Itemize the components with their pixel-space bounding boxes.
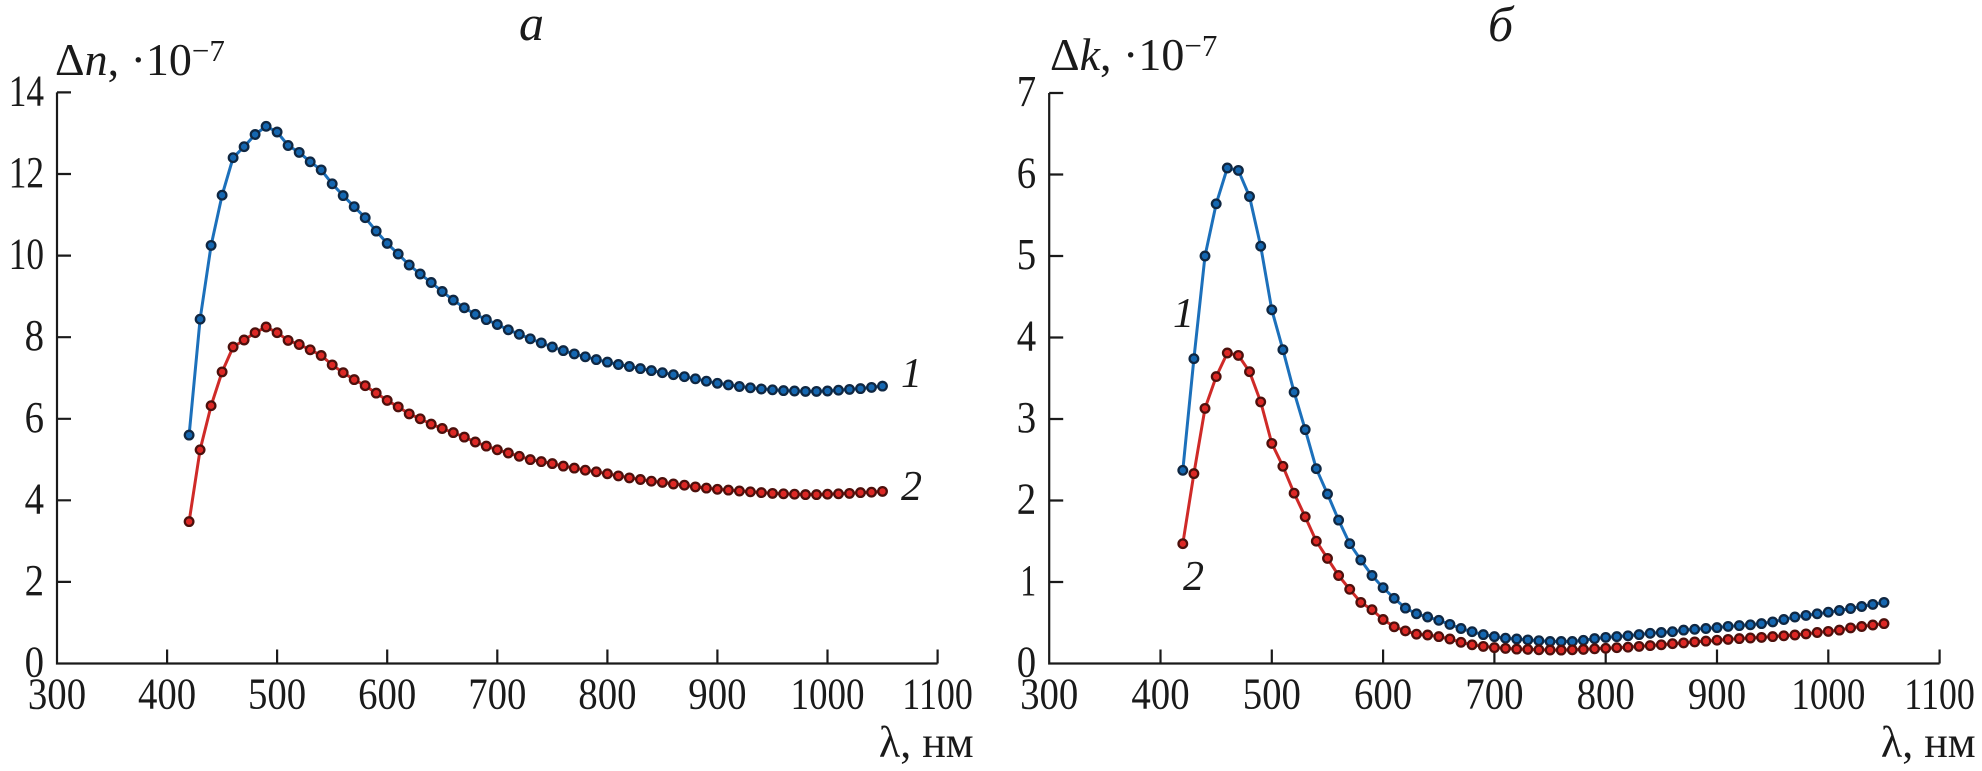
svg-text:0: 0 — [25, 638, 44, 687]
svg-text:800: 800 — [1577, 670, 1635, 719]
svg-text:6: 6 — [25, 393, 44, 442]
svg-text:12: 12 — [9, 148, 44, 197]
svg-text:a: a — [519, 0, 544, 51]
svg-text:2: 2 — [901, 464, 922, 510]
svg-text:Δn, ·10−7: Δn, ·10−7 — [55, 33, 225, 85]
svg-text:8: 8 — [25, 311, 44, 360]
svg-text:300: 300 — [1020, 670, 1078, 719]
svg-text:14: 14 — [9, 66, 44, 115]
svg-text:5: 5 — [1017, 230, 1036, 279]
svg-text:900: 900 — [688, 670, 746, 719]
svg-text:4: 4 — [1017, 312, 1036, 361]
svg-text:600: 600 — [1354, 670, 1412, 719]
svg-text:10: 10 — [9, 230, 44, 279]
svg-text:700: 700 — [1465, 670, 1523, 719]
svg-text:900: 900 — [1688, 670, 1746, 719]
svg-text:λ, нм: λ, нм — [1881, 718, 1976, 767]
svg-text:500: 500 — [248, 670, 306, 719]
svg-text:Δk, ·10−7: Δk, ·10−7 — [1050, 28, 1217, 80]
svg-text:4: 4 — [25, 474, 44, 523]
svg-text:500: 500 — [1243, 670, 1301, 719]
svg-text:6: 6 — [1017, 149, 1036, 198]
svg-text:600: 600 — [358, 670, 416, 719]
svg-text:2: 2 — [25, 556, 44, 605]
svg-text:400: 400 — [1131, 670, 1189, 719]
svg-text:2: 2 — [1017, 475, 1036, 524]
svg-text:800: 800 — [578, 670, 636, 719]
svg-text:1000: 1000 — [790, 670, 864, 719]
svg-text:300: 300 — [28, 670, 86, 719]
svg-text:λ, нм: λ, нм — [879, 718, 974, 767]
svg-text:б: б — [1488, 0, 1515, 52]
svg-text:1: 1 — [901, 351, 922, 397]
svg-text:0: 0 — [1017, 638, 1036, 687]
svg-text:7: 7 — [1017, 67, 1036, 116]
svg-text:3: 3 — [1017, 393, 1036, 442]
svg-text:1: 1 — [1020, 556, 1036, 605]
svg-text:1100: 1100 — [902, 670, 973, 719]
svg-text:400: 400 — [138, 670, 196, 719]
svg-text:1000: 1000 — [1791, 670, 1865, 719]
svg-text:1100: 1100 — [1904, 670, 1975, 719]
svg-text:700: 700 — [468, 670, 526, 719]
svg-text:1: 1 — [1173, 291, 1194, 337]
svg-text:2: 2 — [1183, 554, 1204, 600]
